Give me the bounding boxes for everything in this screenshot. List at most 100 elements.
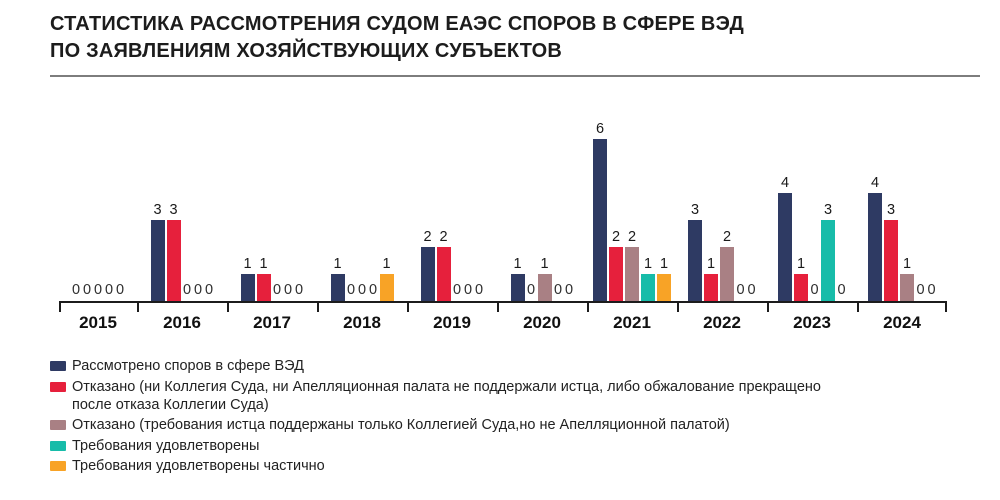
- x-axis-label-2020: 2020: [523, 313, 561, 332]
- zero-label: 0: [564, 282, 574, 298]
- legend-label: Отказано (ни Коллегия Суда, ни Апелляцио…: [72, 378, 821, 413]
- bar-group-2023: 4 1 0 3 0 2023: [767, 121, 857, 332]
- value-label: 1: [643, 256, 653, 272]
- bar-slot: 1: [537, 256, 552, 301]
- title-line-1: СТАТИСТИКА РАССМОТРЕНИЯ СУДОМ ЕАЭС СПОРО…: [50, 13, 744, 35]
- zero-label: 0: [837, 282, 846, 298]
- value-label: 4: [780, 175, 790, 191]
- value-label: 4: [870, 175, 880, 191]
- chart-title: СТАТИСТИКА РАССМОТРЕНИЯ СУДОМ ЕАЭС СПОРО…: [50, 11, 744, 65]
- bar: [688, 220, 702, 301]
- value-label: 3: [690, 202, 700, 218]
- legend-label: Требования удовлетворены: [72, 437, 260, 454]
- x-axis-label-2018: 2018: [343, 313, 381, 332]
- value-label: 3: [886, 202, 896, 218]
- zero-label: 0: [283, 282, 293, 298]
- bar: [436, 247, 451, 301]
- axis-tick: [767, 301, 769, 312]
- legend-item: Рассмотрено споров в сфере ВЭД: [50, 357, 950, 375]
- bar-group-2015: 0 0 0 0 0 2015: [59, 121, 137, 333]
- bar-slot: 3: [884, 203, 898, 301]
- bar: [868, 193, 882, 301]
- axis-tick: [317, 301, 319, 312]
- bar-slot: 2: [420, 230, 435, 301]
- legend-swatch: [50, 440, 66, 451]
- zero-label: 0: [916, 282, 925, 298]
- bar: [420, 247, 435, 301]
- bar: [657, 274, 671, 301]
- bar: [593, 139, 607, 301]
- zero-label: 0: [193, 282, 203, 298]
- legend-item: Требования удовлетворены частично: [50, 457, 950, 475]
- bar-group-2021: 6 2 2 1 1 2021: [587, 121, 677, 332]
- x-axis-label-2024: 2024: [883, 313, 921, 332]
- bar-slot: 1: [641, 257, 655, 301]
- zero-label: 0: [115, 282, 125, 298]
- legend-swatch: [50, 420, 66, 430]
- value-label: 1: [259, 256, 268, 272]
- bar-slot: 1: [794, 257, 808, 301]
- value-label: 3: [153, 202, 162, 218]
- bar: [821, 220, 835, 301]
- zero-label: 0: [810, 282, 819, 298]
- x-axis-label-2015: 2015: [79, 313, 117, 332]
- zero-label: 0: [82, 282, 92, 298]
- zero-label: 0: [368, 282, 378, 298]
- bar-slot: 1: [330, 256, 345, 301]
- axis-tick: [407, 301, 409, 312]
- zero-label: 0: [294, 282, 304, 298]
- zero-label: 0: [526, 282, 536, 298]
- zero-label: 0: [104, 282, 114, 298]
- value-label: 1: [333, 256, 342, 272]
- value-label: 1: [513, 256, 522, 272]
- value-label: 1: [243, 256, 252, 272]
- value-label: 1: [902, 256, 912, 272]
- legend-label: Рассмотрено споров в сфере ВЭД: [72, 358, 304, 374]
- bar-slot: 1: [704, 257, 718, 301]
- legend-label: Требования удовлетворены частично: [72, 458, 325, 474]
- bar-group-2016: 3 3 0 0 0 2016: [137, 121, 227, 332]
- zero-label: 0: [346, 282, 356, 298]
- bar: [256, 274, 271, 301]
- bar: [537, 274, 552, 301]
- bar-slot: 4: [868, 176, 882, 301]
- value-label: 1: [796, 256, 806, 272]
- axis-tick: [59, 301, 61, 312]
- axis-tick: [857, 301, 859, 312]
- bar-slot: 4: [778, 176, 792, 301]
- zero-label: 0: [474, 282, 484, 298]
- value-label: 1: [659, 256, 669, 272]
- zero-label: 0: [93, 282, 103, 298]
- axis-tick: [587, 301, 589, 312]
- value-label: 6: [595, 121, 605, 137]
- value-label: 3: [169, 202, 178, 218]
- value-label: 1: [706, 256, 716, 272]
- axis-tick: [137, 301, 139, 312]
- legend-swatch: [50, 461, 66, 471]
- value-label: 1: [540, 256, 549, 272]
- bar-slot: 1: [256, 256, 271, 301]
- bar-slot: 3: [821, 203, 835, 301]
- legend-swatch: [50, 381, 66, 392]
- bar-group-2020: 1 0 1 0 0 2020: [497, 121, 587, 332]
- bar-slot: 1: [900, 257, 914, 301]
- x-axis-label-2022: 2022: [703, 313, 741, 332]
- bar: [900, 274, 914, 301]
- axis-tick: [227, 301, 229, 312]
- bar-slot: 3: [150, 202, 165, 301]
- bar-group-2022: 3 1 2 0 0 2022: [677, 121, 767, 332]
- bar: [641, 274, 655, 301]
- zero-label: 0: [553, 282, 563, 298]
- x-axis-label-2023: 2023: [793, 313, 831, 332]
- bar-slot: 1: [240, 256, 255, 301]
- legend: Рассмотрено споров в сфере ВЭД Отказано (…: [50, 357, 950, 478]
- bar: [379, 274, 394, 301]
- zero-label: 0: [452, 282, 462, 298]
- bar-slot: 2: [436, 230, 451, 301]
- legend-item: Требования удовлетворены: [50, 437, 950, 455]
- bar: [884, 220, 898, 301]
- bar: [778, 193, 792, 301]
- value-label: 3: [823, 202, 833, 218]
- bar-slot: 3: [166, 202, 181, 301]
